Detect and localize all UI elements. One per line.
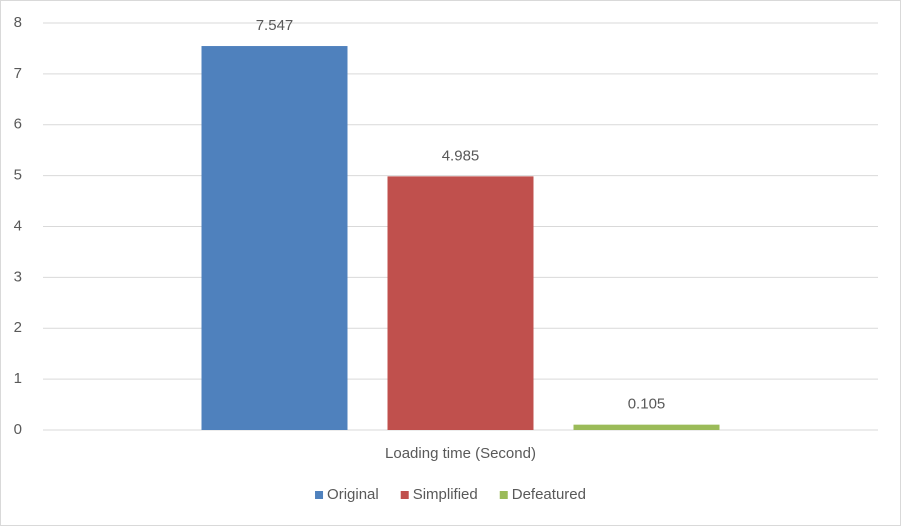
bar bbox=[201, 46, 348, 430]
data-label: 0.105 bbox=[628, 396, 666, 413]
legend-label: Simplified bbox=[413, 486, 478, 503]
y-tick-label: 5 bbox=[14, 167, 22, 184]
data-label: 4.985 bbox=[442, 147, 480, 164]
y-tick-label: 4 bbox=[14, 217, 22, 234]
legend-swatch bbox=[315, 491, 324, 499]
legend-swatch bbox=[400, 491, 409, 499]
y-tick-label: 2 bbox=[14, 319, 22, 336]
legend-label: Original bbox=[327, 486, 379, 503]
y-tick-label: 3 bbox=[14, 268, 22, 285]
bar bbox=[573, 424, 720, 430]
y-tick-label: 8 bbox=[14, 14, 22, 31]
y-tick-label: 7 bbox=[14, 65, 22, 82]
data-label: 7.547 bbox=[256, 17, 294, 34]
y-tick-label: 6 bbox=[14, 116, 22, 133]
bar bbox=[387, 176, 534, 430]
y-tick-label: 0 bbox=[14, 421, 22, 438]
legend-swatch bbox=[499, 491, 508, 499]
x-tick-label: Loading time (Second) bbox=[385, 445, 536, 462]
legend-label: Defeatured bbox=[512, 486, 586, 503]
y-tick-label: 1 bbox=[14, 370, 22, 387]
